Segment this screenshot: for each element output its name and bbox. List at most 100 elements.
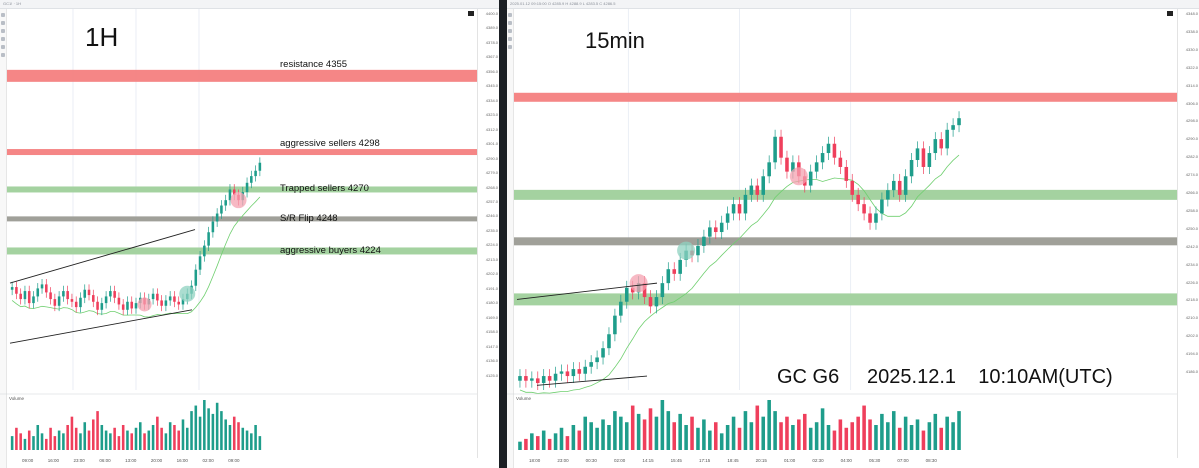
brush-icon[interactable] (1, 37, 5, 41)
chart-15min-canvas[interactable] (507, 0, 1199, 468)
trendline-icon[interactable] (508, 21, 512, 25)
volume-bar (32, 436, 35, 450)
chart-panel-1h[interactable]: GC1! · 1H 1H resistance 4355 aggressive s… (0, 0, 499, 468)
trendline-icon[interactable] (1, 21, 5, 25)
fib-icon[interactable] (508, 29, 512, 33)
settings-icon[interactable] (1167, 11, 1173, 16)
volume-bar (224, 419, 227, 450)
candle-body (92, 295, 95, 302)
settings-icon[interactable] (468, 11, 474, 16)
volume-bar (49, 427, 52, 450)
pattern-icon[interactable] (1, 53, 5, 57)
volume-bar (607, 425, 611, 450)
volume-bar (143, 433, 146, 450)
zone-label: aggressive sellers 4298 (280, 138, 380, 150)
volume-bar (228, 425, 232, 450)
candle-body (642, 283, 647, 298)
candle-body (40, 284, 44, 289)
candle-body (868, 213, 872, 223)
volume-bar (541, 430, 546, 450)
price-tick: 4301.0 (485, 141, 498, 147)
volume-bar (613, 411, 617, 450)
volume-bar (672, 422, 677, 450)
candle-body (194, 269, 198, 286)
price-tick: 4356.0 (485, 68, 498, 74)
candle-body (785, 157, 789, 172)
time-tick: 02:00 (202, 458, 214, 463)
candle-body (66, 291, 69, 300)
volume-bar (15, 427, 18, 450)
volume-bar (909, 425, 914, 450)
volume-bar (92, 419, 95, 450)
candle-body (177, 301, 180, 305)
price-tick: 4224.0 (485, 242, 498, 248)
price-tick: 4282.0 (1185, 154, 1198, 160)
volume-bar (250, 433, 253, 450)
candle-body (100, 303, 104, 310)
volume-bar (891, 411, 896, 450)
volume-bar (151, 425, 155, 450)
volume-bar (27, 430, 31, 450)
volume-bar (737, 427, 742, 450)
candle-body (779, 136, 783, 158)
candle-body (19, 293, 22, 300)
price-tick: 4210.0 (1185, 315, 1198, 321)
volume-bar (915, 419, 920, 450)
text-icon[interactable] (1, 45, 5, 49)
text-icon[interactable] (508, 45, 512, 49)
brush-icon[interactable] (508, 37, 512, 41)
cursor-icon[interactable] (1, 13, 5, 17)
candle-body (957, 118, 961, 126)
candle-body (731, 204, 736, 214)
volume-bar (168, 422, 172, 450)
candle-body (755, 185, 760, 195)
candle-body (245, 182, 249, 193)
volume-bar (713, 422, 718, 450)
candle-body (173, 296, 176, 302)
volume-bar (903, 416, 908, 450)
candle-body (696, 245, 700, 256)
price-tick: 4257.0 (485, 199, 498, 204)
price-tick: 4202.0 (1185, 333, 1198, 339)
volume-bar (66, 425, 69, 450)
candle-body (524, 376, 528, 381)
zone-band (514, 237, 1177, 246)
volume-bar (767, 400, 771, 450)
price-axis[interactable]: 4400.0 4389.0 4378.0 4367.0 4356.0 4345.0 4334… (477, 9, 499, 458)
price-axis[interactable]: 4348.0 4338.0 4330.0 4322.0 4314.0 4306.0 4298… (1177, 9, 1199, 458)
volume-bar (559, 427, 564, 450)
volume-bar (164, 433, 168, 450)
candle-body (708, 227, 712, 237)
volume-bar (957, 411, 961, 450)
price-tick: 4345.0 (485, 83, 498, 89)
volume-bar (565, 436, 570, 450)
volume-bar (79, 433, 82, 450)
candle-body (619, 301, 623, 316)
candle-body (571, 369, 576, 377)
chart-1h-canvas[interactable] (0, 0, 499, 468)
volume-bar (83, 422, 87, 450)
volume-bar (130, 433, 134, 450)
candle-body (601, 348, 605, 358)
panel-divider[interactable] (499, 0, 507, 468)
price-tick: 4218.0 (1185, 297, 1198, 303)
cursor-icon[interactable] (508, 13, 512, 17)
volume-bar (181, 419, 185, 450)
fib-icon[interactable] (1, 29, 5, 33)
time-tick: 02:30 (812, 458, 824, 463)
price-tick: 4191.0 (485, 285, 498, 291)
chart-topbar: 2025.01.12 09:15:00 O 4285.9 H 4288.9 L … (507, 0, 1199, 9)
zone-band (7, 247, 477, 255)
volume-bar (113, 427, 116, 450)
price-tick: 4274.0 (1185, 172, 1198, 178)
candle-body (624, 287, 629, 302)
volume-bar (23, 438, 27, 450)
time-tick: 16:00 (47, 458, 60, 463)
volume-bar (547, 438, 552, 450)
candle-body (224, 200, 227, 206)
candle-body (648, 297, 653, 307)
volume-bar (880, 413, 884, 450)
chart-panel-15min[interactable]: 2025.01.12 09:15:00 O 4285.9 H 4288.9 L … (507, 0, 1199, 468)
price-tick: 4312.0 (485, 126, 498, 132)
volume-bar (177, 430, 180, 450)
